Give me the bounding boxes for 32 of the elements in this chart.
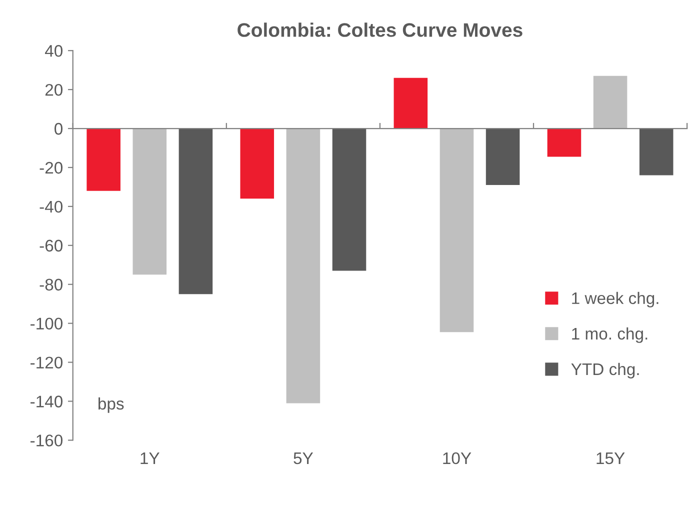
y-tick-label: -140	[30, 396, 62, 408]
legend-label: 1 week chg.	[572, 292, 658, 308]
bar	[639, 128, 674, 176]
bar	[332, 128, 366, 271]
y-tick-label: -20	[40, 162, 62, 174]
bar	[547, 128, 582, 157]
y-tick-label: -60	[40, 240, 62, 252]
bar	[178, 128, 213, 294]
y-tick-label: -40	[40, 200, 62, 213]
y-tick-label: -80	[40, 278, 62, 291]
bar	[440, 128, 474, 332]
legend-label: 1 mo. chg.	[572, 327, 648, 343]
bar	[132, 128, 167, 275]
y-tick-label: -100	[30, 318, 62, 330]
bar	[394, 78, 428, 129]
y-tick-label: -120	[30, 356, 62, 368]
bar	[593, 76, 628, 129]
bar	[86, 128, 120, 191]
bar	[240, 128, 274, 199]
y-tick-label: 0	[54, 122, 62, 135]
chart-title: Colombia: Coltes Curve Moves	[238, 22, 522, 37]
bar	[486, 128, 520, 186]
y-tick-label: 20	[45, 84, 62, 96]
annotation: bps	[98, 397, 124, 413]
bar	[286, 128, 320, 404]
y-tick-label: -160	[30, 434, 62, 446]
x-tick-label: 10Y	[443, 452, 472, 464]
y-tick-label: 40	[44, 45, 62, 57]
x-tick-label: 5Y	[294, 452, 314, 464]
legend-label: YTD chg.	[571, 362, 639, 378]
x-tick-label: 15Y	[596, 452, 625, 464]
x-tick-label: 1Y	[140, 452, 160, 464]
